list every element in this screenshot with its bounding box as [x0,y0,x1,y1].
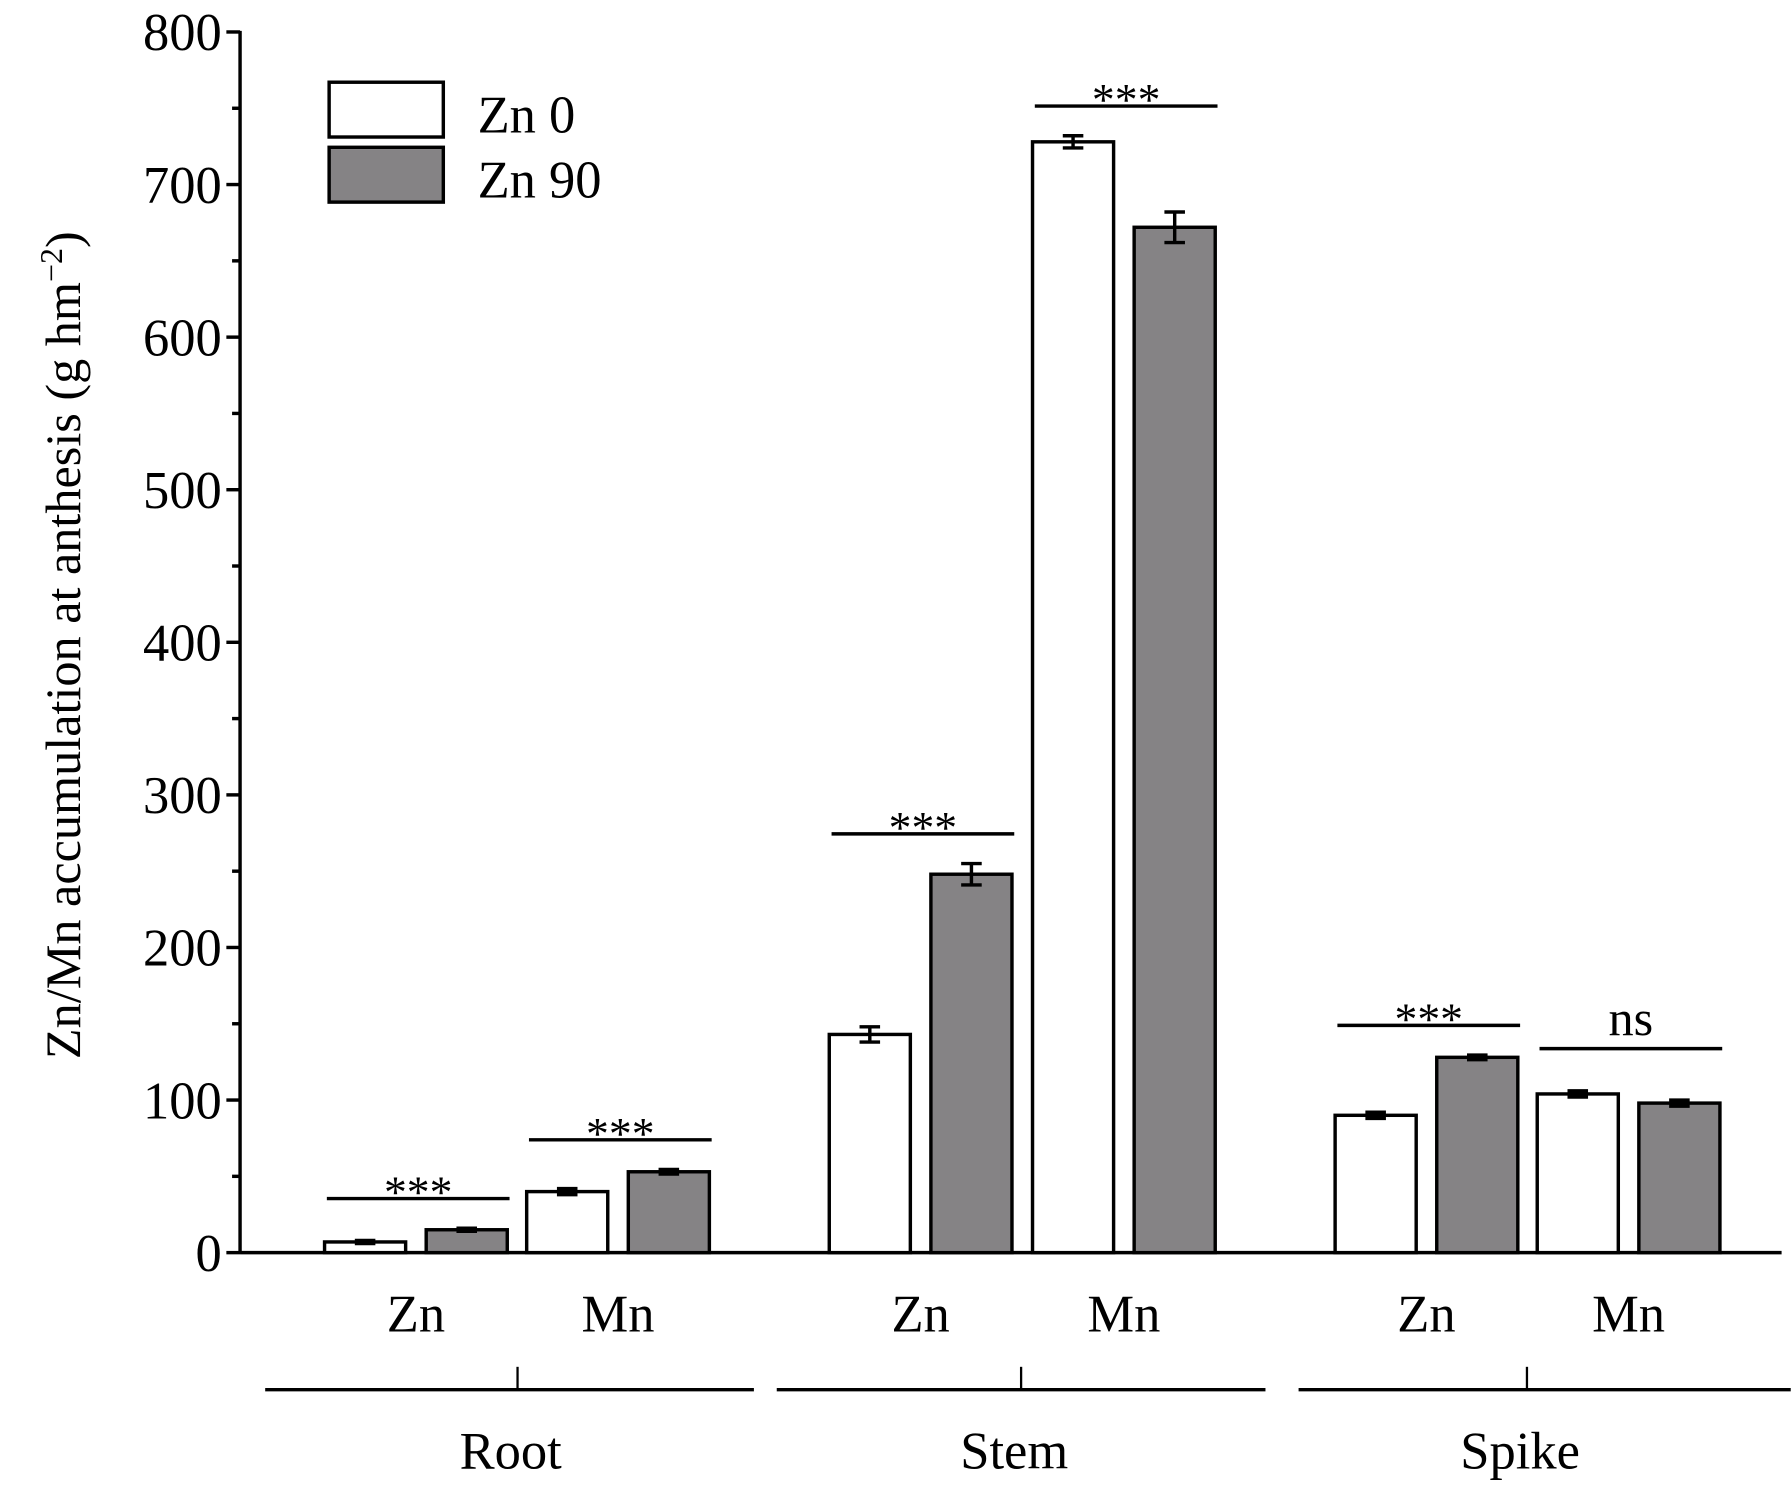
significance-label: *** [384,1167,452,1218]
x-tick-label: Mn [1087,1285,1160,1343]
bar-zn0-mn [524,1189,610,1255]
significance-label: *** [889,802,957,853]
bar-zn90-mn [1132,225,1217,1255]
bar-zn90-zn [929,872,1014,1255]
legend-swatch-zn0 [327,80,446,139]
bar-zn90-mn [1637,1101,1722,1255]
x-tick-label: Zn [1397,1285,1455,1343]
x-tick-label: Mn [582,1285,655,1343]
significance-label: *** [1395,993,1463,1044]
significance-label: *** [586,1108,654,1159]
y-tick-label: 800 [143,4,222,62]
y-tick-label: 400 [143,615,222,673]
bar-zn0-mn [1535,1092,1621,1255]
legend-label-zn90: Zn 90 [478,152,602,210]
bar-zn0-zn [827,1032,913,1255]
bar-zn90-zn [1435,1055,1520,1255]
legend-swatch-zn90 [327,145,446,204]
legend: Zn 0 Zn 90 [327,80,602,210]
group-label-stem: Stem [960,1422,1068,1480]
x-tick-label: Zn [891,1285,949,1343]
y-tick-label: 100 [143,1072,222,1130]
bar-zn0-mn [1030,140,1116,1255]
bar-zn90-zn [424,1228,509,1255]
y-axis-label: Zn/Mn accumulation at anthesis (g hm−2) [34,231,91,1059]
significance-label: *** [1092,74,1160,125]
bar-zn90-mn [626,1170,712,1255]
axes: 0 100 200 300 400 500 600 700 800 Zn Mn Zn Mn Zn Mn Roo… [143,4,1791,1480]
y-tick-label: 0 [196,1225,222,1283]
y-tick-label: 200 [143,920,222,978]
y-tick-label: 700 [143,157,222,215]
group-label-root: Root [460,1422,563,1480]
group-label-spike: Spike [1460,1422,1580,1480]
y-tick-label: 500 [143,462,222,520]
bars: *** *** *** *** *** ns [322,74,1723,1255]
legend-label-zn0: Zn 0 [478,86,576,144]
bar-zn0-zn [1333,1113,1418,1255]
significance-label: ns [1609,990,1654,1046]
y-tick-label: 600 [143,309,222,367]
y-tick-label: 300 [143,767,222,825]
x-tick-label: Mn [1592,1285,1665,1343]
x-tick-label: Zn [387,1285,445,1343]
